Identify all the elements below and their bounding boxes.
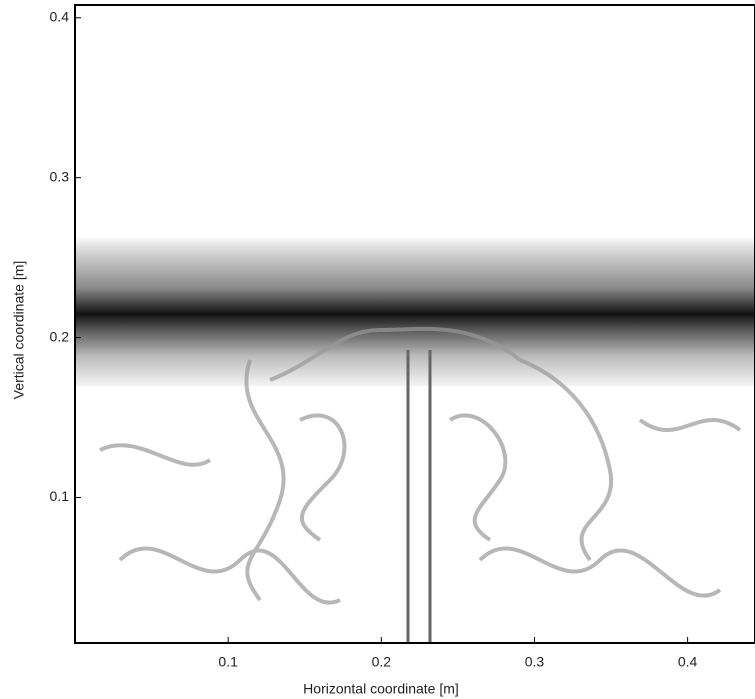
y-tick-label: 0.1 [50,488,70,504]
plot-frame [74,4,755,644]
y-tick-label: 0.4 [50,8,70,24]
x-tick-label: 0.1 [218,654,238,670]
y-axis-label: Vertical coordinate [m] [11,261,27,400]
y-tick-label: 0.2 [50,328,70,344]
y-tick-label: 0.3 [50,168,70,184]
x-tick-label: 0.3 [525,654,545,670]
x-tick-label: 0.4 [678,654,698,670]
field-image [75,5,755,643]
x-axis-label: Horizontal coordinate [m] [303,681,459,697]
x-tick-label: 0.2 [372,654,392,670]
